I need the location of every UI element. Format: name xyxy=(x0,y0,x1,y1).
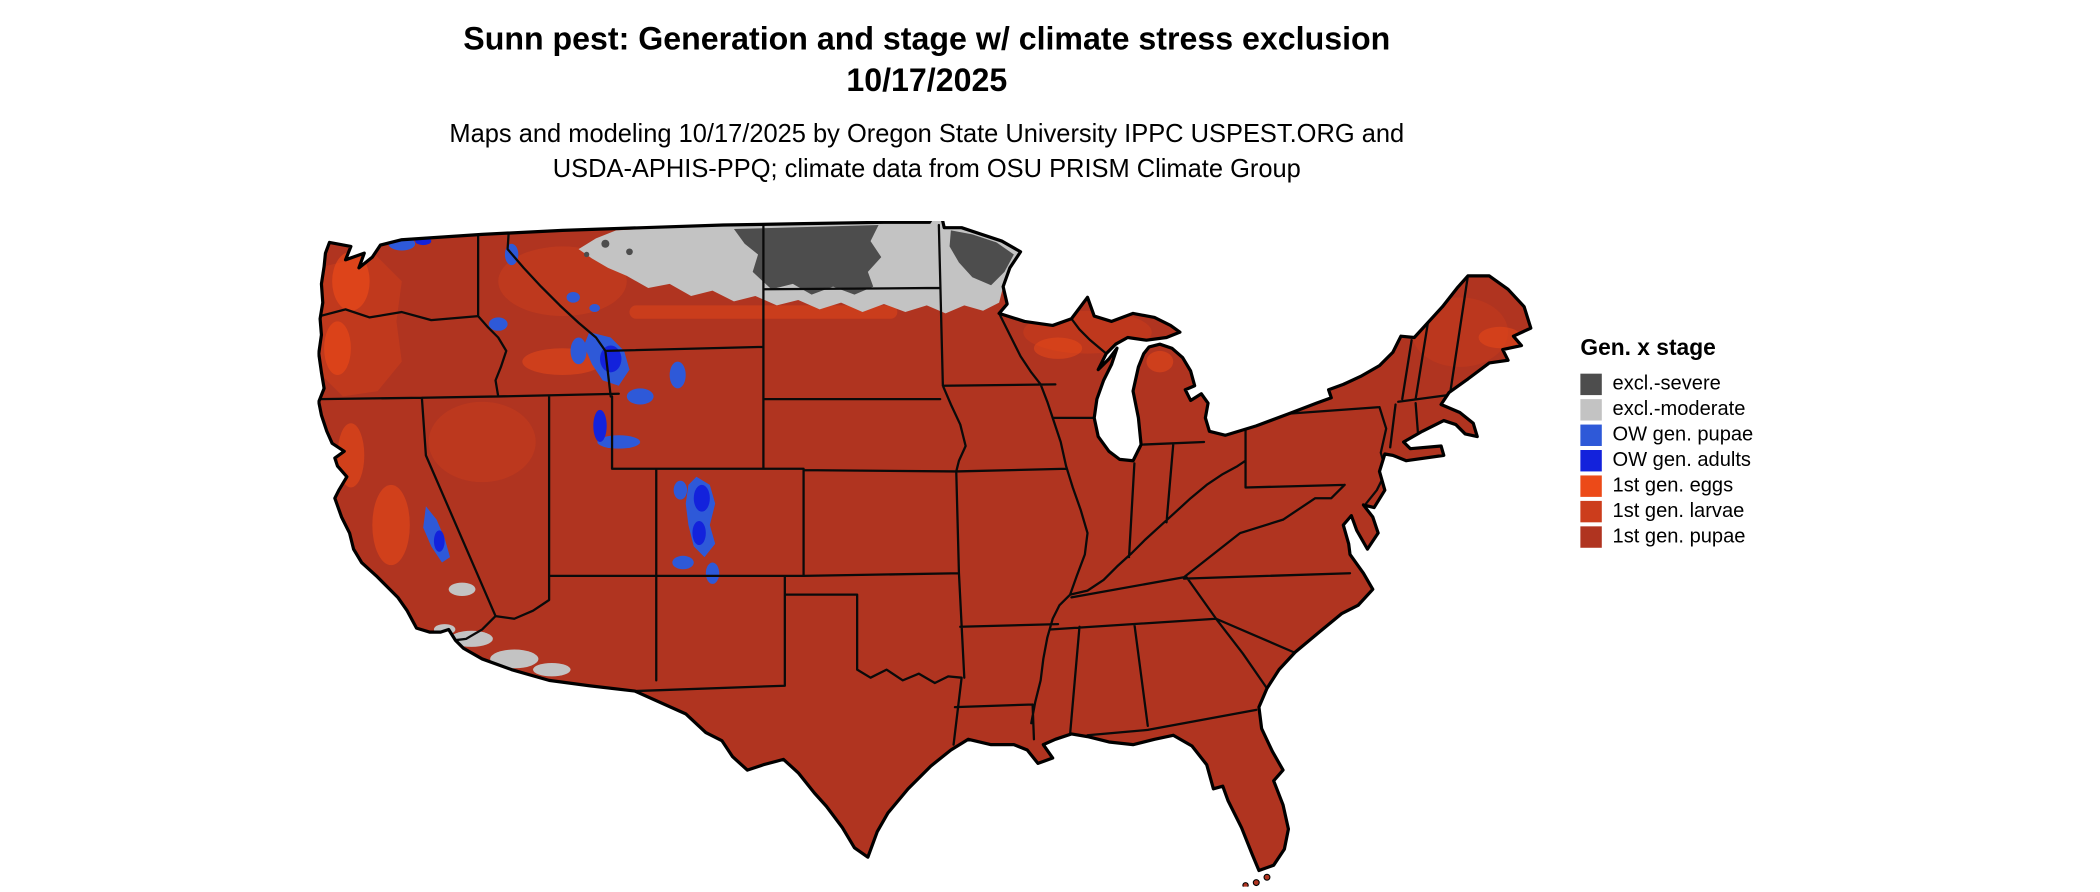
legend-items: excl.-severe excl.-moderate OW gen. pupae O… xyxy=(1580,371,1753,549)
legend-swatch xyxy=(1580,449,1602,471)
map-ow-gen-patches xyxy=(388,237,720,584)
legend-item: excl.-moderate xyxy=(1580,396,1753,421)
map-credits-line2: USDA-APHIS-PPQ; climate data from OSU PR… xyxy=(552,155,1301,184)
legend-swatch xyxy=(1580,474,1602,497)
legend-item-label: OW gen. pupae xyxy=(1612,423,1754,446)
legend-item: 1st gen. larvae xyxy=(1580,498,1753,523)
legend-item-label: OW gen. adults xyxy=(1612,448,1751,472)
legend-item-label: 1st gen. pupae xyxy=(1612,525,1746,548)
legend-swatch xyxy=(1580,525,1602,548)
legend-item: OW gen. pupae xyxy=(1580,422,1753,447)
map-credits-line1: Maps and modeling 10/17/2025 by Oregon S… xyxy=(449,120,1405,149)
title-block: Sunn pest: Generation and stage w/ clima… xyxy=(0,19,1854,102)
legend-title: Gen. x stage xyxy=(1580,334,1716,361)
map-eggs-patches xyxy=(324,251,1522,566)
legend-item-label: 1st gen. eggs xyxy=(1612,474,1734,497)
map-exclusion-severe xyxy=(583,225,1014,295)
legend: Gen. x stage excl.-severe excl.-moderate O… xyxy=(1580,335,1753,549)
state-borders xyxy=(318,223,1470,746)
legend-swatch xyxy=(1580,423,1602,446)
page-title: Sunn pest: Generation and stage w/ clima… xyxy=(463,21,1391,58)
legend-item: 1st gen. pupae xyxy=(1580,524,1753,549)
subtitle-block: Maps and modeling 10/17/2025 by Oregon S… xyxy=(0,118,1854,188)
legend-swatch xyxy=(1580,372,1602,395)
legend-item-label: excl.-moderate xyxy=(1612,397,1746,421)
page-title-date: 10/17/2025 xyxy=(846,62,1008,100)
legend-item-label: 1st gen. larvae xyxy=(1612,499,1745,523)
legend-item: 1st gen. eggs xyxy=(1580,473,1753,498)
legend-item: excl.-severe xyxy=(1580,371,1753,396)
us-map xyxy=(317,220,1533,887)
legend-item-label: excl.-severe xyxy=(1612,372,1721,396)
legend-swatch xyxy=(1580,500,1602,522)
legend-item: OW gen. adults xyxy=(1580,447,1753,472)
florida-keys xyxy=(1242,873,1271,887)
legend-swatch xyxy=(1580,398,1602,420)
